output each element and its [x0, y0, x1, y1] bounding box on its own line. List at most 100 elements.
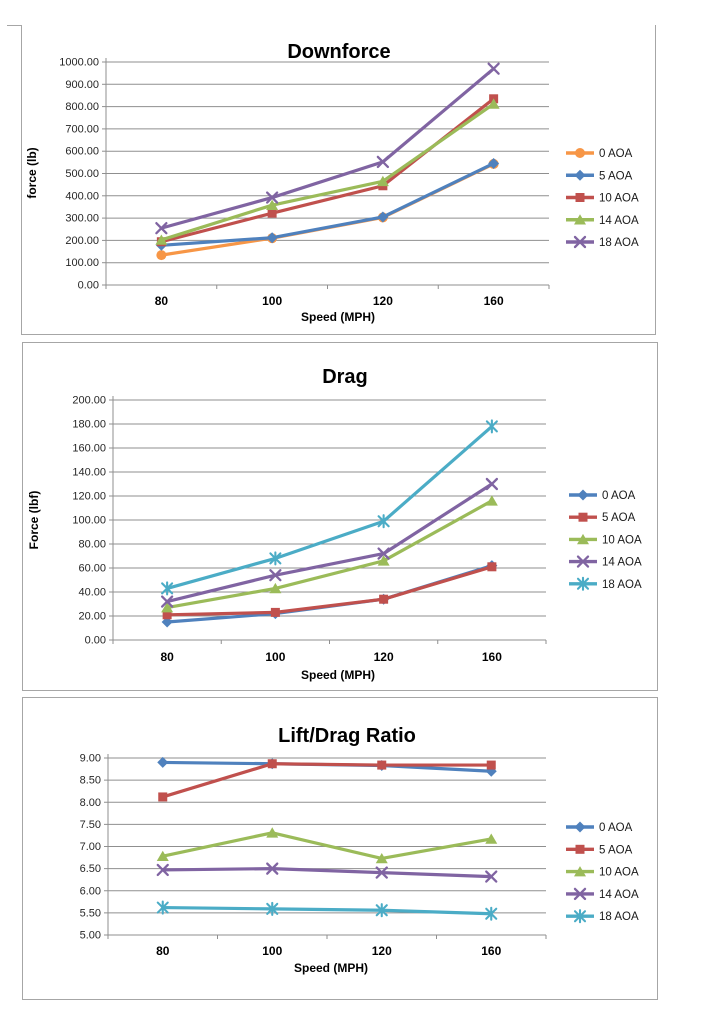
data-point-18-aoa — [266, 901, 279, 916]
legend-label: 10 AOA — [599, 193, 639, 205]
y-tick-label: 6.50 — [80, 863, 101, 875]
y-tick-label: 700.00 — [65, 123, 99, 135]
x-tick-label: 80 — [160, 650, 174, 664]
legend-label: 18 AOA — [599, 911, 639, 923]
data-point-5-aoa — [377, 211, 389, 223]
data-point-18-aoa — [156, 900, 169, 915]
legend-marker — [577, 489, 589, 501]
y-tick-label: 100.00 — [72, 515, 106, 527]
y-axis-title: Force (lbf) — [27, 491, 41, 550]
y-axis-title: force (lb) — [25, 147, 39, 198]
series-line-5-aoa — [159, 161, 496, 247]
y-tick-label: 8.00 — [80, 797, 101, 809]
data-point-5-aoa — [270, 607, 280, 617]
data-point-10-aoa — [485, 495, 498, 506]
legend-label: 0 AOA — [602, 490, 636, 502]
data-point-5-aoa — [379, 594, 389, 604]
series-18-aoa — [156, 900, 498, 921]
series-line-18-aoa — [165, 424, 494, 590]
y-tick-label: 60.00 — [78, 563, 106, 575]
y-tick-label: 5.50 — [80, 907, 101, 919]
data-point-18-aoa — [376, 155, 390, 169]
legend-item-0-aoa: 0 AOA — [566, 148, 633, 160]
series-line-10-aoa — [165, 499, 494, 610]
series-line-18-aoa — [159, 67, 496, 230]
series-line-5-aoa — [161, 762, 493, 799]
data-point-14-aoa — [376, 175, 389, 187]
series-10-aoa — [156, 827, 498, 864]
y-tick-label: 1000.00 — [59, 57, 99, 69]
lift-drag-ratio-chart-panel: 9.00 8.50 8.00 7.50 7.00 6.50 6.00 5.50 5.00 80 10… — [22, 697, 658, 1000]
data-point-5-aoa — [158, 792, 168, 802]
data-point-14-aoa — [377, 547, 390, 560]
y-tick-label: 6.00 — [80, 885, 101, 897]
series-0-aoa — [161, 560, 498, 628]
legend-label: 0 AOA — [599, 148, 633, 160]
legend-item-14-aoa: 14 AOA — [566, 214, 639, 227]
data-point-14-aoa — [156, 863, 169, 877]
data-point-18-aoa — [265, 191, 279, 204]
chart-title: Lift/Drag Ratio — [278, 725, 416, 747]
series-0-aoa — [156, 158, 499, 261]
data-point-10-aoa — [266, 827, 279, 838]
y-tick-label: 20.00 — [78, 611, 106, 623]
series-18-aoa — [155, 62, 500, 235]
legend-marker — [576, 576, 590, 591]
data-point-14-aoa — [266, 862, 279, 875]
y-tick-label: 0.00 — [78, 280, 99, 292]
data-point-10-aoa — [377, 555, 390, 566]
legend-label: 5 AOA — [602, 512, 636, 524]
data-point-5-aoa — [488, 157, 500, 169]
data-point-18-aoa — [377, 514, 390, 529]
drag-chart-panel: 200.00 180.00 160.00 140.00 120.00 100.00 80.0… — [22, 342, 658, 691]
legend-item-5-aoa: 5 AOA — [566, 169, 633, 182]
series-0-aoa — [157, 756, 497, 777]
series-10-aoa — [156, 94, 499, 247]
data-point-5-aoa — [377, 760, 387, 770]
legend-marker — [573, 909, 587, 924]
legend-marker — [573, 235, 587, 249]
downforce-chart: 1000.00900.00800.00700.00600.00500.00400… — [25, 41, 639, 324]
series-5-aoa — [158, 759, 496, 802]
y-tick-label: 900.00 — [65, 79, 99, 91]
data-point-14-aoa — [375, 866, 388, 879]
legend-marker — [576, 555, 590, 568]
series-14-aoa — [155, 98, 500, 245]
x-axis-labels: 80 100 120 160 — [107, 935, 547, 958]
legend-item-0-aoa: 0 AOA — [566, 821, 633, 834]
y-tick-label: 8.50 — [80, 775, 101, 787]
legend-marker — [575, 193, 585, 202]
legend-marker — [575, 844, 585, 854]
legend: 0 AOA 5 AOA 10 AOA 14 AOA 18 AOA — [569, 489, 642, 591]
data-point-10-aoa — [156, 850, 169, 862]
data-point-10-aoa — [267, 208, 277, 218]
x-tick-label: 100 — [262, 294, 282, 308]
series-10-aoa — [161, 495, 498, 613]
x-tick-label: 160 — [482, 650, 502, 664]
legend-item-14-aoa: 14 AOA — [566, 887, 639, 901]
data-point-0-aoa — [157, 756, 169, 768]
data-point-5-aoa — [487, 562, 497, 572]
legend-item-5-aoa: 5 AOA — [566, 844, 633, 856]
y-tick-label: 7.00 — [80, 841, 101, 853]
data-point-5-aoa — [267, 759, 277, 769]
legend-label: 14 AOA — [602, 557, 642, 569]
data-point-18-aoa — [269, 551, 282, 566]
legend-marker — [574, 169, 586, 181]
x-tick-label: 80 — [156, 944, 170, 958]
x-tick-label: 160 — [484, 294, 504, 308]
data-point-18-aoa — [375, 903, 388, 918]
legend-label: 14 AOA — [599, 215, 639, 227]
data-point-5-aoa — [162, 610, 172, 620]
legend-marker — [573, 887, 587, 901]
series-line-5-aoa — [165, 565, 494, 617]
x-tick-label: 120 — [372, 944, 392, 958]
drag-chart: 200.00 180.00 160.00 140.00 120.00 100.00 80.0… — [27, 366, 642, 682]
series-line-10-aoa — [159, 97, 496, 244]
legend-marker — [574, 214, 586, 225]
y-tick-label: 160.00 — [72, 443, 106, 455]
chart-title: Drag — [322, 366, 368, 388]
x-tick-label: 100 — [262, 944, 282, 958]
data-point-10-aoa — [161, 602, 174, 613]
data-point-10-aoa — [269, 582, 282, 594]
